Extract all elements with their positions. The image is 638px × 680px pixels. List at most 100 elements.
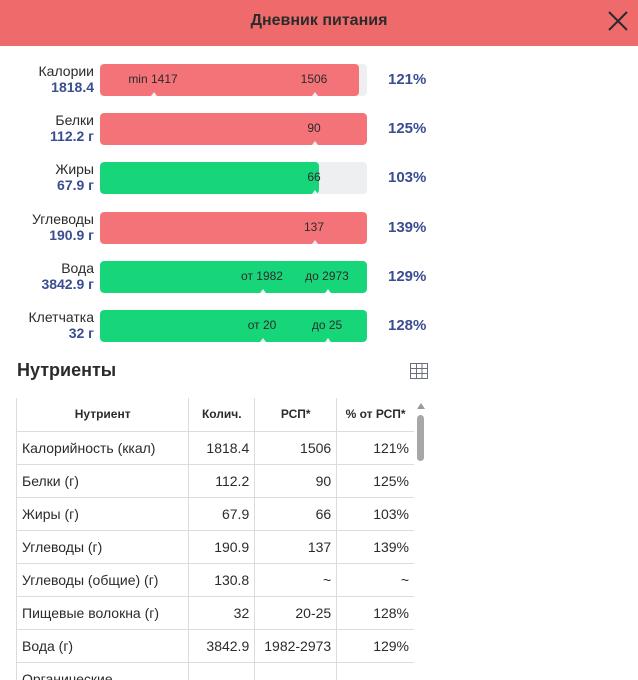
table-row: Пищевые волокна (г) 32 20-25 128%	[17, 596, 414, 630]
bar-marker-label: 90	[307, 121, 321, 135]
bar-marker-label: от 20	[247, 318, 277, 332]
bar-nutrient-name: Углеводы	[31, 211, 94, 227]
cell-rsp: 137	[254, 530, 338, 564]
bar-percent: 139%	[388, 219, 427, 236]
bar-marker-tick	[325, 338, 331, 342]
table-row: Углеводы (общие) (г) 130.8 ~ ~	[17, 563, 414, 597]
bar-marker-tick	[312, 92, 318, 96]
cell-percent: 121%	[336, 431, 414, 465]
table-row: Калорийность (ккал) 1818.4 1506 121%	[17, 431, 414, 465]
progress-fill	[100, 64, 359, 96]
cell-amount: 112.2	[188, 464, 256, 498]
bar-nutrient-name: Калории	[38, 63, 94, 79]
scroll-up-arrow-icon[interactable]	[417, 403, 425, 409]
nutrient-bar-row: Углеводы 190.9 г 137 139%	[0, 211, 638, 251]
cell-amount: 32	[188, 596, 256, 630]
table-row: Органические	[17, 662, 414, 680]
cell-amount: 3842.9	[188, 629, 256, 663]
scroll-thumb[interactable]	[417, 415, 424, 461]
progress-bar: 90	[100, 113, 367, 145]
table-row: Жиры (г) 67.9 66 103%	[17, 497, 414, 531]
bar-marker-tick	[151, 92, 157, 96]
bar-marker-label: min 1417	[128, 72, 178, 86]
bar-nutrient-name: Вода	[61, 260, 94, 276]
bar-marker-label: 66	[307, 170, 321, 184]
progress-bar: от 1982 до 2973	[100, 261, 367, 293]
nutrient-bar-row: Белки 112.2 г 90 125%	[0, 112, 638, 152]
bar-marker-tick	[312, 240, 318, 244]
bar-marker-label: до 25	[311, 318, 343, 332]
nutrient-bar-row: Клетчатка 32 г от 20 до 25 128%	[0, 309, 638, 349]
cell-rsp: 20-25	[254, 596, 338, 630]
nutrient-bar-row: Вода 3842.9 г от 1982 до 2973 129%	[0, 260, 638, 300]
bar-label: Углеводы 190.9 г	[32, 211, 94, 243]
cell-nutrient: Углеводы (общие) (г)	[17, 563, 190, 597]
column-header-percent[interactable]: % от РСП*	[336, 398, 414, 432]
cell-amount: 190.9	[188, 530, 256, 564]
bar-percent: 121%	[388, 71, 427, 88]
progress-fill	[100, 212, 367, 244]
bar-marker-tick	[260, 338, 266, 342]
bar-nutrient-amount: 1818.4	[51, 79, 94, 95]
cell-rsp: ~	[254, 563, 338, 597]
progress-fill	[100, 261, 367, 293]
bar-nutrient-amount: 3842.9 г	[41, 276, 94, 292]
bar-nutrient-name: Клетчатка	[28, 309, 94, 325]
bar-marker-tick	[260, 289, 266, 293]
bar-marker-label: до 2973	[305, 269, 349, 283]
progress-bar: 66	[100, 162, 367, 194]
table-row: Углеводы (г) 190.9 137 139%	[17, 530, 414, 564]
bar-nutrient-name: Белки	[55, 112, 94, 128]
nutrient-bar-row: Калории 1818.4 min 1417 1506 121%	[0, 63, 638, 103]
cell-nutrient: Жиры (г)	[17, 497, 190, 531]
progress-bar: от 20 до 25	[100, 310, 367, 342]
cell-rsp: 90	[254, 464, 338, 498]
bar-nutrient-name: Жиры	[55, 161, 94, 177]
cell-rsp: 66	[254, 497, 338, 531]
bar-percent: 129%	[388, 268, 427, 285]
table-scrollbar[interactable]	[414, 398, 428, 680]
bar-label: Жиры 67.9 г	[55, 161, 94, 193]
bar-percent: 125%	[388, 120, 427, 137]
bar-nutrient-amount: 112.2 г	[50, 128, 94, 144]
cell-rsp	[254, 662, 338, 680]
table-view-button[interactable]	[410, 363, 428, 379]
column-header-amount[interactable]: Колич.	[188, 398, 256, 432]
nutrient-bar-row: Жиры 67.9 г 66 103%	[0, 161, 638, 201]
bar-label: Белки 112.2 г	[50, 112, 94, 144]
bar-marker-tick	[312, 141, 318, 145]
header: Дневник питания	[0, 0, 638, 46]
cell-percent: 139%	[336, 530, 414, 564]
cell-rsp: 1982-2973	[254, 629, 338, 663]
bar-marker-label: 137	[303, 220, 325, 234]
cell-percent: ~	[336, 563, 414, 597]
cell-percent	[336, 662, 414, 680]
cell-percent: 128%	[336, 596, 414, 630]
column-header-nutrient[interactable]: Нутриент	[17, 398, 190, 432]
close-button[interactable]	[606, 9, 630, 33]
bar-nutrient-amount: 32 г	[68, 325, 94, 341]
nutrients-table: Нутриент Колич. РСП* % от РСП* Калорийно…	[17, 398, 414, 680]
nutrients-title: Нутриенты	[17, 360, 117, 380]
bar-percent: 128%	[388, 317, 427, 334]
progress-bar: min 1417 1506	[100, 64, 367, 96]
cell-nutrient: Пищевые волокна (г)	[17, 596, 190, 630]
close-icon	[608, 11, 628, 31]
table-row: Вода (г) 3842.9 1982-2973 129%	[17, 629, 414, 663]
bar-label: Клетчатка 32 г	[29, 309, 94, 341]
bar-marker-label: 1506	[300, 72, 328, 86]
dialog-title: Дневник питания	[250, 12, 388, 29]
bar-label: Калории 1818.4	[39, 63, 94, 95]
cell-amount	[188, 662, 256, 680]
cell-amount: 1818.4	[188, 431, 256, 465]
bar-label: Вода 3842.9 г	[41, 260, 94, 292]
cell-nutrient: Калорийность (ккал)	[17, 431, 190, 465]
bar-nutrient-amount: 190.9 г	[49, 227, 94, 243]
cell-amount: 130.8	[188, 563, 256, 597]
column-header-rsp[interactable]: РСП*	[254, 398, 338, 432]
cell-percent: 103%	[336, 497, 414, 531]
progress-fill	[100, 162, 319, 194]
cell-nutrient: Органические	[17, 662, 190, 680]
bar-marker-tick	[312, 190, 318, 194]
table-icon	[410, 363, 428, 379]
